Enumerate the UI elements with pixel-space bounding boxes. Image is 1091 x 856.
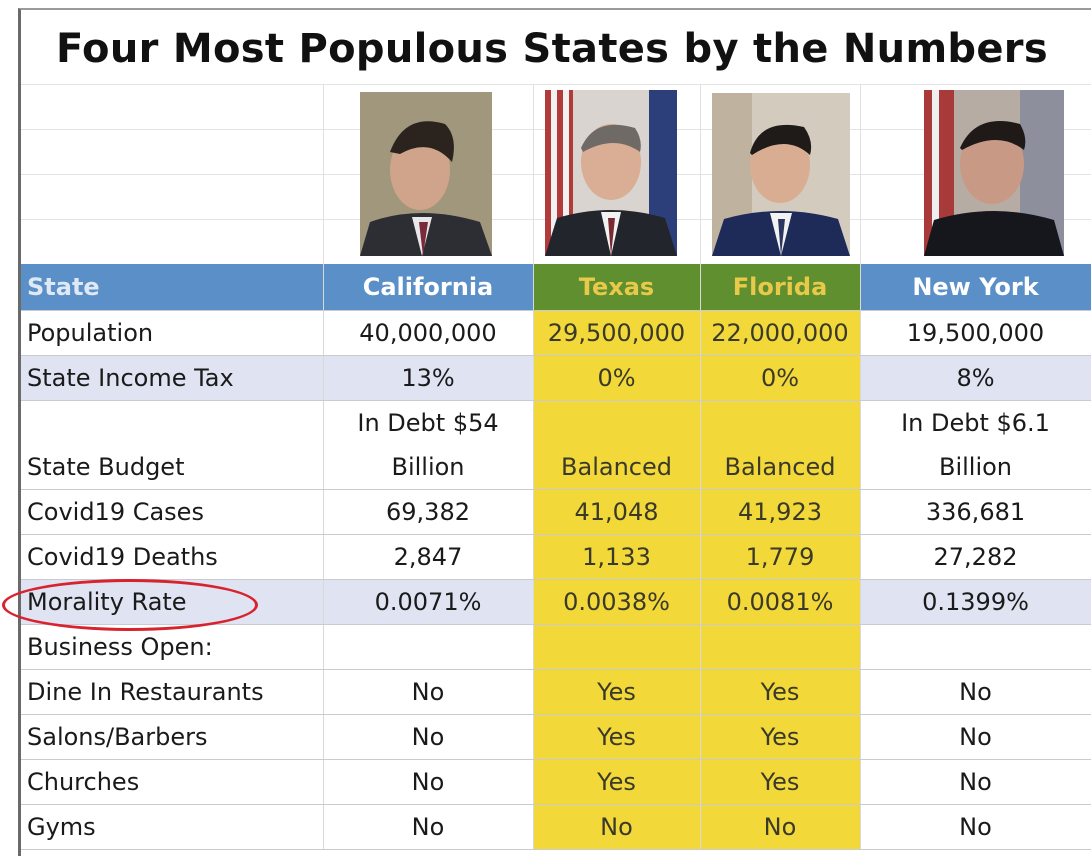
cell-california: 69,382 <box>323 489 534 535</box>
cell-florida: Yes <box>700 759 861 805</box>
cell-texas: No <box>533 804 701 850</box>
row-label: Gyms <box>21 804 324 850</box>
cell-california: 40,000,000 <box>323 310 534 356</box>
row-label: Covid19 Cases <box>21 489 324 535</box>
table-row-population: Population 40,000,000 29,500,000 22,000,… <box>21 310 1091 356</box>
cell-new-york: In Debt $6.1 <box>860 400 1091 445</box>
header-florida: Florida <box>700 264 861 311</box>
table-row-budget-line1: In Debt $54 In Debt $6.1 <box>21 400 1091 445</box>
cell-new-york: No <box>860 759 1091 805</box>
table-row-cases: Covid19 Cases 69,382 41,048 41,923 336,6… <box>21 489 1091 535</box>
table-row-budget: State Budget Billion Balanced Balanced B… <box>21 445 1091 490</box>
cell-texas: 29,500,000 <box>533 310 701 356</box>
cell-florida: Yes <box>700 714 861 760</box>
cell-florida: Balanced <box>700 445 861 490</box>
grid-divider <box>533 84 534 264</box>
table-header-row: State California Texas Florida New York <box>21 264 1091 311</box>
header-new-york: New York <box>860 264 1091 311</box>
texas-portrait <box>545 90 677 256</box>
row-label: Business Open: <box>21 624 324 670</box>
row-label: Dine In Restaurants <box>21 669 324 715</box>
row-label: Churches <box>21 759 324 805</box>
table-row-income-tax: State Income Tax 13% 0% 0% 8% <box>21 355 1091 401</box>
cell-new-york: 336,681 <box>860 489 1091 535</box>
cell-new-york: 0.1399% <box>860 579 1091 625</box>
governor-portrait-icon <box>712 93 850 256</box>
cell-california: No <box>323 669 534 715</box>
cell-florida: 0% <box>700 355 861 401</box>
cell-texas <box>533 400 701 445</box>
header-state-label: State <box>21 264 324 311</box>
cell-florida <box>700 400 861 445</box>
table-row-dine-in: Dine In Restaurants No Yes Yes No <box>21 669 1091 715</box>
florida-portrait <box>712 93 850 256</box>
grid-divider <box>860 84 861 264</box>
cell-texas: 41,048 <box>533 489 701 535</box>
cell-california: Billion <box>323 445 534 490</box>
states-comparison-table: State California Texas Florida New York … <box>21 264 1091 850</box>
cell-new-york: 27,282 <box>860 534 1091 580</box>
governor-portrait-icon <box>545 90 677 256</box>
row-label: Population <box>21 310 324 356</box>
cell-new-york: 8% <box>860 355 1091 401</box>
row-label: State Budget <box>21 445 324 490</box>
cell-new-york: No <box>860 669 1091 715</box>
cell-florida: 41,923 <box>700 489 861 535</box>
cell-california: 13% <box>323 355 534 401</box>
cell-florida: Yes <box>700 669 861 715</box>
cell-new-york: Billion <box>860 445 1091 490</box>
cell-texas: Yes <box>533 714 701 760</box>
grid-divider <box>700 84 701 264</box>
table-row-business-open: Business Open: <box>21 624 1091 670</box>
table-row-salons: Salons/Barbers No Yes Yes No <box>21 714 1091 760</box>
cell-new-york: No <box>860 804 1091 850</box>
cell-florida: 0.0081% <box>700 579 861 625</box>
cell-florida: 22,000,000 <box>700 310 861 356</box>
cell-florida: No <box>700 804 861 850</box>
cell-california: No <box>323 804 534 850</box>
cell-california: No <box>323 759 534 805</box>
california-portrait <box>360 92 492 256</box>
cell-texas: 0.0038% <box>533 579 701 625</box>
new-york-portrait <box>924 90 1064 256</box>
table-row-deaths: Covid19 Deaths 2,847 1,133 1,779 27,282 <box>21 534 1091 580</box>
row-label: Morality Rate <box>21 579 324 625</box>
cell-florida: 1,779 <box>700 534 861 580</box>
cell-new-york: 19,500,000 <box>860 310 1091 356</box>
row-label <box>21 400 324 445</box>
row-label: Covid19 Deaths <box>21 534 324 580</box>
grid-divider <box>323 84 324 264</box>
cell-california: 2,847 <box>323 534 534 580</box>
table-row-gyms: Gyms No No No No <box>21 804 1091 850</box>
governor-portrait-icon <box>360 92 492 256</box>
cell-california <box>323 624 534 670</box>
cell-california: In Debt $54 <box>323 400 534 445</box>
cell-texas: Yes <box>533 669 701 715</box>
governor-portrait-icon <box>924 90 1064 256</box>
header-california: California <box>323 264 534 311</box>
cell-new-york: No <box>860 714 1091 760</box>
cell-texas: 1,133 <box>533 534 701 580</box>
cell-texas <box>533 624 701 670</box>
header-texas: Texas <box>533 264 701 311</box>
cell-texas: Yes <box>533 759 701 805</box>
cell-california: No <box>323 714 534 760</box>
row-label: Salons/Barbers <box>21 714 324 760</box>
cell-new-york <box>860 624 1091 670</box>
table-row-mortality: Morality Rate 0.0071% 0.0038% 0.0081% 0.… <box>21 579 1091 625</box>
table-row-churches: Churches No Yes Yes No <box>21 759 1091 805</box>
page-title: Four Most Populous States by the Numbers <box>56 26 1048 72</box>
cell-florida <box>700 624 861 670</box>
cell-texas: Balanced <box>533 445 701 490</box>
cell-california: 0.0071% <box>323 579 534 625</box>
cell-texas: 0% <box>533 355 701 401</box>
row-label: State Income Tax <box>21 355 324 401</box>
